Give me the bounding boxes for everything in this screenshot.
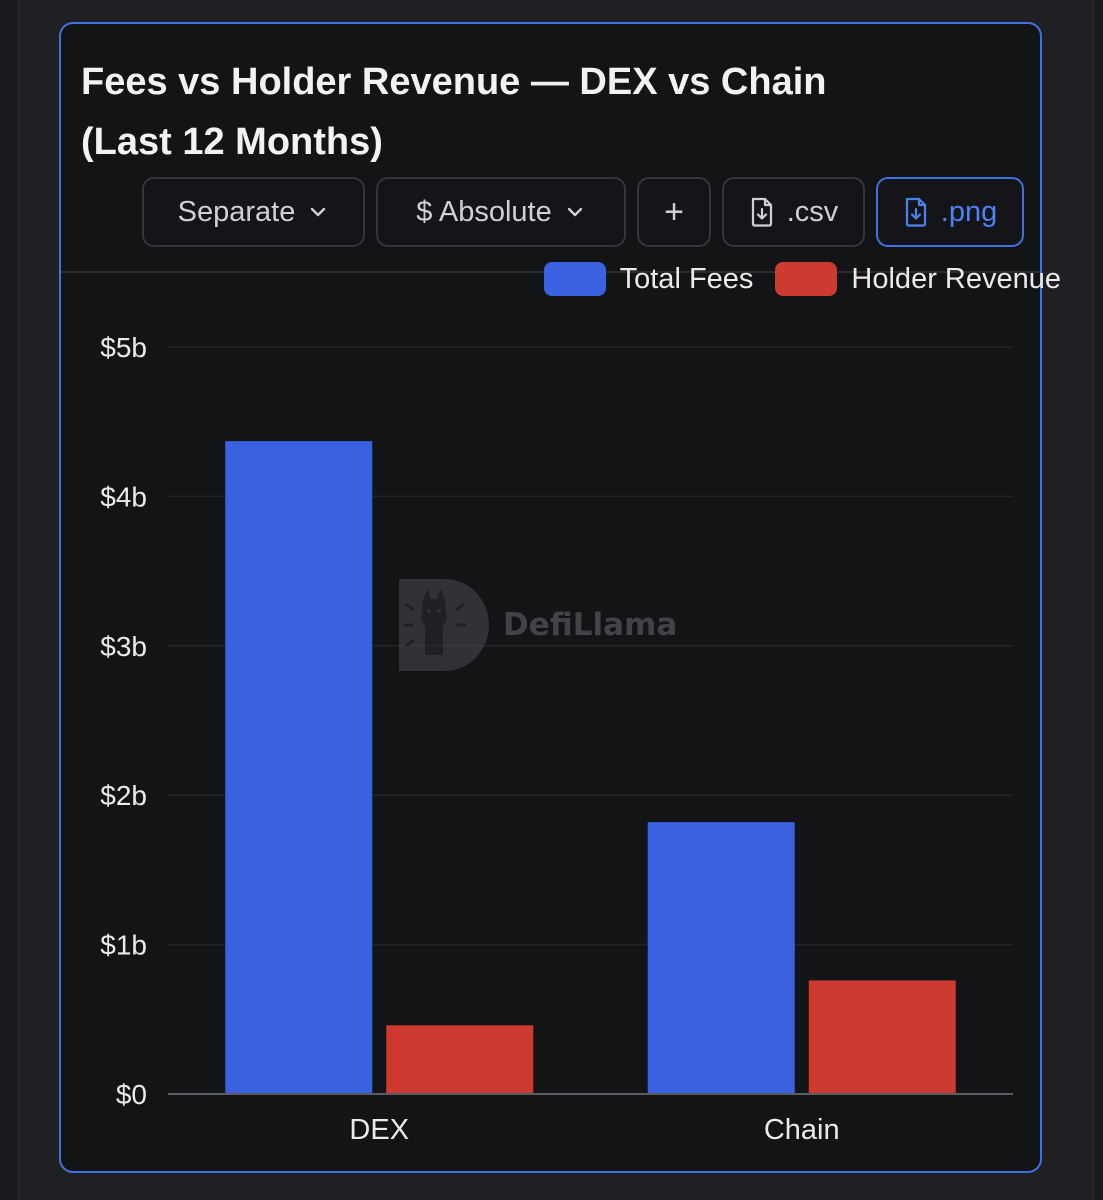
add-button[interactable]: + — [637, 177, 711, 247]
watermark-text: DefiLlama — [503, 607, 678, 643]
file-download-icon — [905, 197, 926, 227]
legend-label-total-fees: Total Fees — [619, 262, 754, 295]
watermark: DefiLlama — [393, 575, 677, 675]
llama-logo-icon — [399, 579, 489, 671]
legend-label-holder-revenue: Holder Revenue — [851, 262, 1061, 295]
chart-legend: Total Fees Holder Revenue — [543, 262, 1061, 296]
chevron-down-icon — [311, 207, 326, 217]
bar-chain-total-fees — [647, 822, 795, 1094]
mode-select[interactable]: Separate — [142, 177, 365, 247]
add-button-label: + — [664, 192, 684, 231]
bar-chain-holder-revenue — [808, 980, 956, 1094]
chart-title-line2: (Last 12 Months) — [81, 121, 383, 163]
download-png-button[interactable]: .png — [876, 177, 1024, 247]
png-label: .png — [940, 195, 998, 228]
mode-select-label: Separate — [177, 195, 296, 228]
legend-item-holder-revenue[interactable]: Holder Revenue — [775, 262, 1061, 296]
bar-dex-holder-revenue — [386, 1025, 534, 1094]
y-tick-label: $3b — [100, 631, 147, 662]
legend-item-total-fees[interactable]: Total Fees — [543, 262, 754, 296]
x-tick-label: Chain — [764, 1114, 840, 1146]
scale-select[interactable]: $ Absolute — [376, 177, 626, 247]
y-tick-label: $0 — [116, 1079, 147, 1110]
file-download-icon — [751, 197, 772, 227]
legend-swatch-holder-revenue — [775, 262, 838, 296]
chart-title-line1: Fees vs Holder Revenue — DEX vs Chain — [81, 61, 827, 103]
bar-dex-total-fees — [225, 441, 373, 1094]
chevron-down-icon — [567, 207, 582, 217]
chart-title: Fees vs Holder Revenue — DEX vs Chain (L… — [81, 52, 981, 172]
y-tick-label: $2b — [100, 780, 147, 811]
y-tick-label: $5b — [100, 332, 147, 363]
y-tick-label: $1b — [100, 930, 147, 961]
chart-toolbar: Separate $ Absolute + .csv .png — [61, 177, 1040, 249]
scale-select-label: $ Absolute — [416, 195, 552, 228]
x-tick-label: DEX — [349, 1114, 409, 1146]
download-csv-button[interactable]: .csv — [722, 177, 865, 247]
legend-swatch-total-fees — [543, 262, 606, 296]
csv-label: .csv — [786, 195, 839, 228]
y-tick-label: $4b — [100, 481, 147, 512]
